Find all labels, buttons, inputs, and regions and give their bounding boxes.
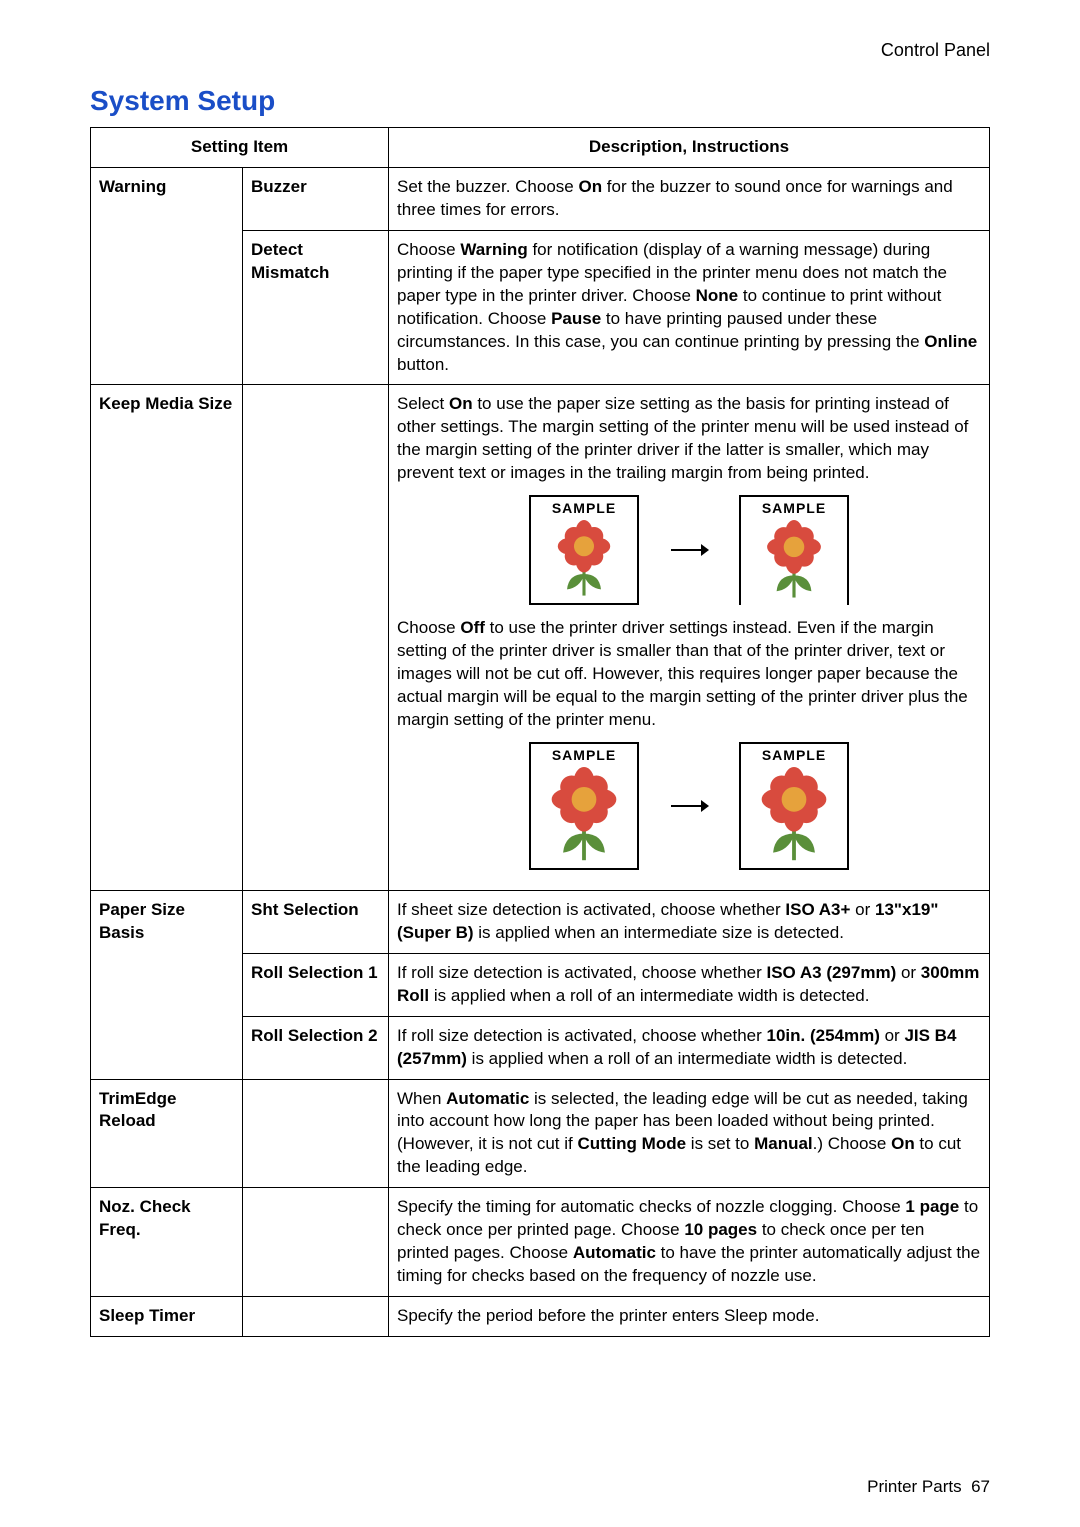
footer-page: 67 xyxy=(971,1477,990,1496)
cell-trimedge-desc: When Automatic is selected, the leading … xyxy=(389,1079,990,1188)
sample-box-full: SAMPLE xyxy=(739,742,849,870)
cell-sleep-sub xyxy=(243,1297,389,1337)
text: or xyxy=(850,900,875,919)
text: .) Choose xyxy=(813,1134,891,1153)
bold-text: 10in. (254mm) xyxy=(766,1026,879,1045)
cell-roll2-label: Roll Selection 2 xyxy=(243,1016,389,1079)
flower-icon xyxy=(754,767,834,862)
sample-box-cropped: SAMPLE xyxy=(529,495,639,605)
arrow-icon xyxy=(669,540,709,560)
text: is applied when a roll of an intermediat… xyxy=(467,1049,907,1068)
footer: Printer Parts 67 xyxy=(867,1477,990,1497)
cell-warning-label: Warning xyxy=(91,167,243,385)
row-warning-buzzer: Warning Buzzer Set the buzzer. Choose On… xyxy=(91,167,990,230)
sample-label: SAMPLE xyxy=(552,744,616,767)
text: or xyxy=(896,963,921,982)
row-keep-media-size: Keep Media Size Select On to use the pap… xyxy=(91,385,990,890)
bold-text: On xyxy=(891,1134,915,1153)
cell-keepmedia-desc: Select On to use the paper size setting … xyxy=(389,385,990,890)
cell-nozcheck-label: Noz. Check Freq. xyxy=(91,1188,243,1297)
sample-box-full: SAMPLE xyxy=(529,742,639,870)
sample-label: SAMPLE xyxy=(762,744,826,767)
text: is set to xyxy=(686,1134,754,1153)
text: If roll size detection is activated, cho… xyxy=(397,963,766,982)
text: or xyxy=(880,1026,905,1045)
cell-keepmedia-sub xyxy=(243,385,389,890)
bold-text: Pause xyxy=(551,309,601,328)
col-header-description: Description, Instructions xyxy=(389,128,990,168)
text: Choose xyxy=(397,240,460,259)
cell-nozcheck-desc: Specify the timing for automatic checks … xyxy=(389,1188,990,1297)
settings-table: Setting Item Description, Instructions W… xyxy=(90,127,990,1337)
flower-icon xyxy=(544,767,624,862)
bold-text: 10 pages xyxy=(684,1220,757,1239)
bold-text: Automatic xyxy=(446,1089,529,1108)
text: If sheet size detection is activated, ch… xyxy=(397,900,785,919)
cell-roll1-desc: If roll size detection is activated, cho… xyxy=(389,953,990,1016)
keepmedia-figure-2: SAMPLE xyxy=(397,742,981,870)
bold-text: Online xyxy=(924,332,977,351)
header-section: Control Panel xyxy=(90,40,990,61)
bold-text: Off xyxy=(460,618,485,637)
row-trimedge: TrimEdge Reload When Automatic is select… xyxy=(91,1079,990,1188)
cell-detect-label: Detect Mismatch xyxy=(243,230,389,385)
col-header-setting-item: Setting Item xyxy=(91,128,389,168)
bold-text: Warning xyxy=(460,240,527,259)
cell-sht-label: Sht Selection xyxy=(243,890,389,953)
page: Control Panel System Setup Setting Item … xyxy=(0,0,1080,1527)
text: button. xyxy=(397,355,449,374)
flower-icon xyxy=(544,520,624,597)
cell-roll1-label: Roll Selection 1 xyxy=(243,953,389,1016)
text: When xyxy=(397,1089,446,1108)
text: Specify the timing for automatic checks … xyxy=(397,1197,905,1216)
text: is applied when an intermediate size is … xyxy=(474,923,844,942)
bold-text: Manual xyxy=(754,1134,813,1153)
keepmedia-figure-1: SAMPLE xyxy=(397,495,981,605)
cell-roll2-desc: If roll size detection is activated, cho… xyxy=(389,1016,990,1079)
sample-box-result: SAMPLE xyxy=(739,495,849,605)
row-sleep: Sleep Timer Specify the period before th… xyxy=(91,1297,990,1337)
cell-sleep-desc: Specify the period before the printer en… xyxy=(389,1297,990,1337)
text: is applied when a roll of an intermediat… xyxy=(429,986,869,1005)
flower-icon xyxy=(754,520,834,599)
sample-label: SAMPLE xyxy=(552,497,616,520)
arrow-icon xyxy=(669,796,709,816)
table-header-row: Setting Item Description, Instructions xyxy=(91,128,990,168)
page-title: System Setup xyxy=(90,85,990,117)
row-sht-selection: Paper Size Basis Sht Selection If sheet … xyxy=(91,890,990,953)
cell-trimedge-label: TrimEdge Reload xyxy=(91,1079,243,1188)
bold-text: ISO A3+ xyxy=(785,900,850,919)
bold-text: Automatic xyxy=(573,1243,656,1262)
text: Set the buzzer. Choose xyxy=(397,177,578,196)
cell-buzzer-desc: Set the buzzer. Choose On for the buzzer… xyxy=(389,167,990,230)
bold-text: None xyxy=(696,286,739,305)
keepmedia-p1: Select On to use the paper size setting … xyxy=(397,393,981,485)
row-nozcheck: Noz. Check Freq. Specify the timing for … xyxy=(91,1188,990,1297)
cell-trimedge-sub xyxy=(243,1079,389,1188)
cell-sleep-label: Sleep Timer xyxy=(91,1297,243,1337)
footer-text: Printer Parts xyxy=(867,1477,961,1496)
cell-buzzer-label: Buzzer xyxy=(243,167,389,230)
bold-text: ISO A3 (297mm) xyxy=(766,963,896,982)
cell-sht-desc: If sheet size detection is activated, ch… xyxy=(389,890,990,953)
text: If roll size detection is activated, cho… xyxy=(397,1026,766,1045)
bold-text: Cutting Mode xyxy=(577,1134,686,1153)
bold-text: On xyxy=(449,394,473,413)
sample-label: SAMPLE xyxy=(762,497,826,520)
text: to use the paper size setting as the bas… xyxy=(397,394,968,482)
keepmedia-p2: Choose Off to use the printer driver set… xyxy=(397,617,981,732)
bold-text: 1 page xyxy=(905,1197,959,1216)
bold-text: On xyxy=(578,177,602,196)
text: Choose xyxy=(397,618,460,637)
cell-keepmedia-label: Keep Media Size xyxy=(91,385,243,890)
cell-detect-desc: Choose Warning for notification (display… xyxy=(389,230,990,385)
cell-nozcheck-sub xyxy=(243,1188,389,1297)
text: Select xyxy=(397,394,449,413)
cell-papersize-label: Paper Size Basis xyxy=(91,890,243,1079)
